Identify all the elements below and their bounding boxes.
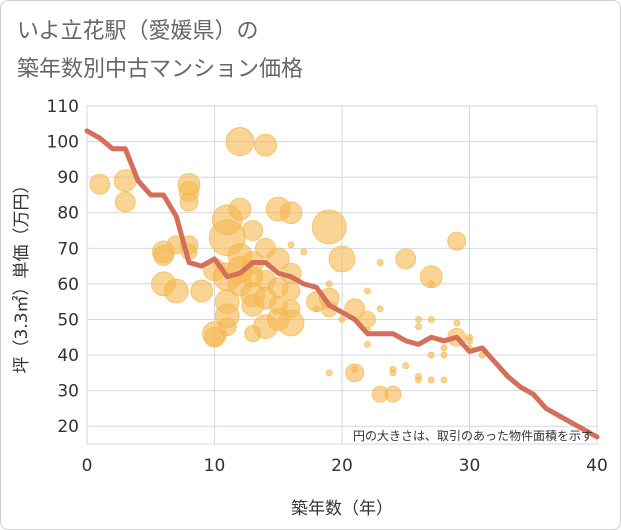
y-axis-title: 坪（3.3㎡）単価（万円）: [12, 176, 32, 373]
bubble-point: [153, 245, 174, 266]
bubble-point: [466, 337, 473, 345]
y-tick-label: 60: [57, 275, 79, 295]
x-tick-label: 0: [82, 456, 93, 476]
bubble-point: [338, 316, 346, 323]
x-tick-label: 30: [459, 456, 481, 476]
bubble-point: [204, 326, 225, 348]
bubble-point: [190, 279, 214, 303]
y-tick-label: 80: [57, 204, 79, 224]
y-tick-label: 20: [57, 417, 79, 437]
y-tick-label: 40: [57, 346, 79, 366]
bubble-point: [389, 365, 397, 373]
bubble-point: [415, 323, 422, 330]
x-ticks: 0 10 20 30 40: [82, 456, 608, 476]
bubble-point: [254, 133, 277, 157]
bubble-point: [351, 365, 359, 373]
bubble-point: [242, 220, 264, 241]
bubble-point: [281, 281, 301, 301]
bubble-point: [384, 385, 402, 403]
bubble-point: [300, 248, 308, 256]
bubble-point: [419, 265, 443, 289]
bubble-point: [277, 309, 305, 337]
y-tick-label: 30: [57, 382, 79, 402]
bubble-point: [364, 340, 371, 348]
bubble-point: [478, 351, 486, 359]
bubble-point: [427, 316, 435, 323]
bubble-point: [364, 287, 371, 295]
bubble-point: [395, 248, 417, 270]
bubble-point: [89, 173, 111, 195]
bubble-point: [415, 316, 422, 323]
bubble-point: [225, 127, 255, 156]
trend-line: [84, 128, 600, 440]
bubble-point: [345, 363, 365, 383]
bubble-point: [447, 231, 467, 251]
y-tick-label: 110: [47, 97, 79, 117]
trend-layer: [84, 128, 600, 440]
x-tick-label: 10: [204, 456, 226, 476]
y-tick-label: 100: [47, 133, 79, 153]
x-tick-label: 20: [331, 456, 353, 476]
bubbles-layer: [89, 127, 486, 403]
bubble-point: [313, 305, 320, 313]
chart-title-line2: 築年数別中古マンション価格: [17, 57, 304, 82]
size-note: 円の大きさは、取引のあった物件面積を示す: [353, 428, 593, 443]
bubble-point: [325, 369, 333, 377]
x-tick-label: 40: [586, 456, 608, 476]
bubble-point: [402, 362, 410, 370]
bubble-point: [427, 280, 435, 288]
bubble-point: [179, 192, 199, 212]
bubble-point: [228, 197, 252, 221]
bubble-point: [415, 376, 422, 384]
bubble-point: [376, 305, 384, 313]
x-axis-title: 築年数（年）: [291, 499, 393, 519]
bubble-point: [440, 351, 448, 359]
y-ticks: 20 30 40 50 60 70 80 90 100 110: [47, 97, 79, 437]
bubble-point: [279, 201, 303, 225]
y-tick-label: 50: [57, 310, 79, 330]
bubble-point: [311, 209, 347, 245]
chart-title-line1: いよ立花駅（愛媛県）の: [17, 19, 259, 44]
bubble-point: [427, 376, 435, 384]
bubble-point: [328, 245, 356, 273]
bubble-point: [287, 241, 295, 249]
bubble-point: [453, 319, 461, 327]
y-tick-label: 90: [57, 168, 79, 188]
bubble-point: [114, 191, 136, 213]
bubble-point: [376, 259, 384, 266]
bubble-point: [325, 280, 333, 288]
bubble-point: [163, 278, 189, 304]
y-tick-label: 70: [57, 239, 79, 259]
bubble-point: [427, 351, 435, 359]
bubble-point: [440, 344, 448, 352]
bubble-point: [217, 317, 237, 336]
bubble-point: [440, 376, 448, 384]
